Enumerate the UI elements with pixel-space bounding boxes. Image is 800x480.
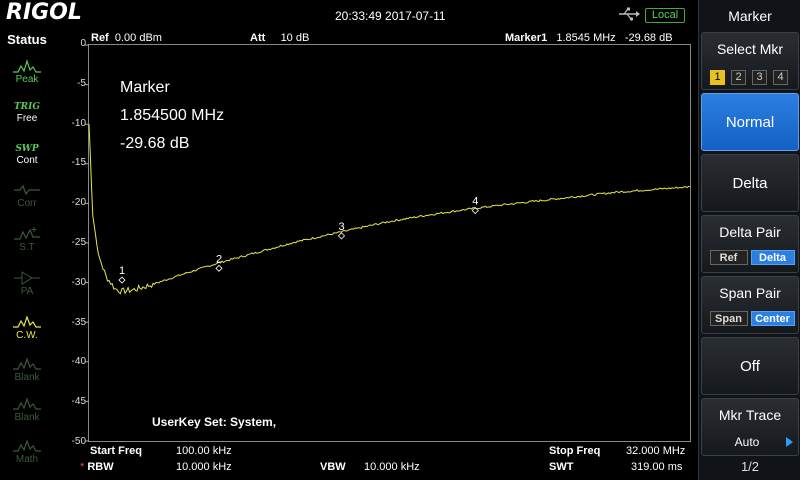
sweep-icon: SWP (15, 144, 39, 154)
status-blank-1[interactable]: Blank (8, 356, 46, 406)
menu-page-indicator[interactable]: 1/2 (740, 459, 760, 474)
status-peak[interactable]: Peak (8, 58, 46, 108)
marker-2-label: 2 (216, 253, 222, 265)
attenuation[interactable]: Att 10 dB (250, 32, 310, 44)
y-tick-label: -5 (77, 77, 86, 89)
local-status-badge: Local (645, 8, 685, 23)
datetime: 20:33:49 2017-07-11 (335, 9, 446, 23)
correction-icon (14, 184, 40, 196)
start-freq-value: 100.00 kHz (176, 445, 232, 457)
stop-freq[interactable]: Stop Freq (549, 445, 601, 457)
marker-3-label: 3 (338, 221, 344, 233)
userkey-status: UserKey Set: System, (152, 415, 277, 429)
preamp-icon (14, 271, 40, 285)
marker-2-diamond (215, 264, 223, 272)
status-blank-2[interactable]: Blank (8, 396, 46, 446)
delta-pair-key[interactable]: Delta Pair Ref Delta (701, 215, 799, 273)
y-tick-label: -45 (71, 396, 86, 408)
y-tick-label: -15 (71, 157, 86, 169)
marker-3-diamond (337, 232, 346, 240)
menu-title: Marker (728, 8, 772, 24)
status-math[interactable]: Math (8, 438, 46, 480)
marker-4-diamond (471, 206, 479, 215)
y-tick-label: -50 (71, 436, 86, 447)
rbw[interactable]: * RBW (80, 461, 114, 473)
status-trigger[interactable]: TRIG Free (8, 102, 46, 152)
y-tick-label: -20 (71, 197, 86, 209)
vbw-value: 10.000 kHz (364, 461, 420, 473)
marker-readout: Marker 1.854500 MHz -29.68 dB (120, 74, 224, 158)
mkr-trace-key[interactable]: Mkr Trace Auto (701, 398, 799, 456)
math-icon (13, 439, 41, 452)
marker-4-label: 4 (472, 196, 478, 208)
delta-pair-delta[interactable]: Delta (750, 250, 795, 265)
delta-key[interactable]: Delta (701, 154, 799, 212)
swt-value: 319.00 ms (631, 461, 683, 473)
marker-4-option[interactable]: 4 (773, 70, 788, 85)
marker-readout-freq: 1.854500 MHz (120, 107, 225, 124)
ref-level[interactable]: Ref 0.00 dBm (91, 32, 162, 44)
blank-icon (13, 357, 41, 370)
marker-1-label: 1 (119, 265, 125, 277)
normal-key[interactable]: Normal (701, 93, 799, 151)
status-sweep[interactable]: SWP Cont (8, 144, 46, 194)
mkr-trace-value: Auto (734, 435, 760, 449)
status-title: Status (7, 32, 47, 47)
submenu-arrow-icon (786, 437, 793, 447)
status-panel: Status Peak TRIG Free SWP Cont Corr S.T (0, 30, 54, 480)
marker-1-option[interactable]: 1 (710, 70, 725, 85)
trig-icon: TRIG (13, 102, 41, 112)
span-pair-key[interactable]: Span Pair Span Center (701, 276, 799, 334)
rbw-value: 10.000 kHz (176, 461, 232, 473)
y-tick-label: 0 (80, 38, 86, 49)
marker-header: Marker1 1.8545 MHz -29.68 dB (505, 32, 673, 44)
start-freq[interactable]: Start Freq (90, 445, 142, 457)
span-pair-center[interactable]: Center (750, 311, 795, 326)
usb-icon (619, 7, 640, 21)
span-pair-span[interactable]: Span (709, 311, 748, 326)
stop-freq-value: 32.000 MHz (626, 445, 686, 457)
cw-icon (13, 315, 41, 328)
rbw-manual-indicator: * (80, 461, 85, 473)
trace-1-line (88, 124, 691, 295)
y-tick-label: -40 (71, 356, 86, 368)
y-tick-label: -35 (71, 316, 86, 328)
status-correction[interactable]: Corr (8, 182, 46, 232)
marker-1-diamond (118, 276, 126, 284)
rigol-logo: RIGOL (6, 0, 82, 25)
off-key[interactable]: Off (701, 337, 799, 395)
tracking-icon (14, 227, 40, 240)
top-bar: RIGOL 20:33:49 2017-07-11 Local (0, 0, 698, 30)
y-tick-label: -30 (71, 276, 86, 288)
y-tick-label: -10 (71, 117, 86, 129)
marker-2-option[interactable]: 2 (731, 70, 746, 85)
vbw[interactable]: VBW (320, 461, 346, 473)
status-preamp[interactable]: PA (8, 270, 46, 320)
delta-pair-ref[interactable]: Ref (709, 250, 748, 265)
swt[interactable]: SWT (549, 461, 574, 473)
marker-3-option[interactable]: 3 (752, 70, 767, 85)
blank-icon (13, 397, 41, 410)
status-tracking[interactable]: S.T (8, 226, 46, 276)
status-cw[interactable]: C.W. (8, 314, 46, 364)
peak-icon (13, 59, 41, 73)
y-tick-label: -25 (71, 237, 86, 248)
marker-readout-level: -29.68 dB (120, 135, 190, 152)
marker-readout-title: Marker (120, 79, 170, 96)
